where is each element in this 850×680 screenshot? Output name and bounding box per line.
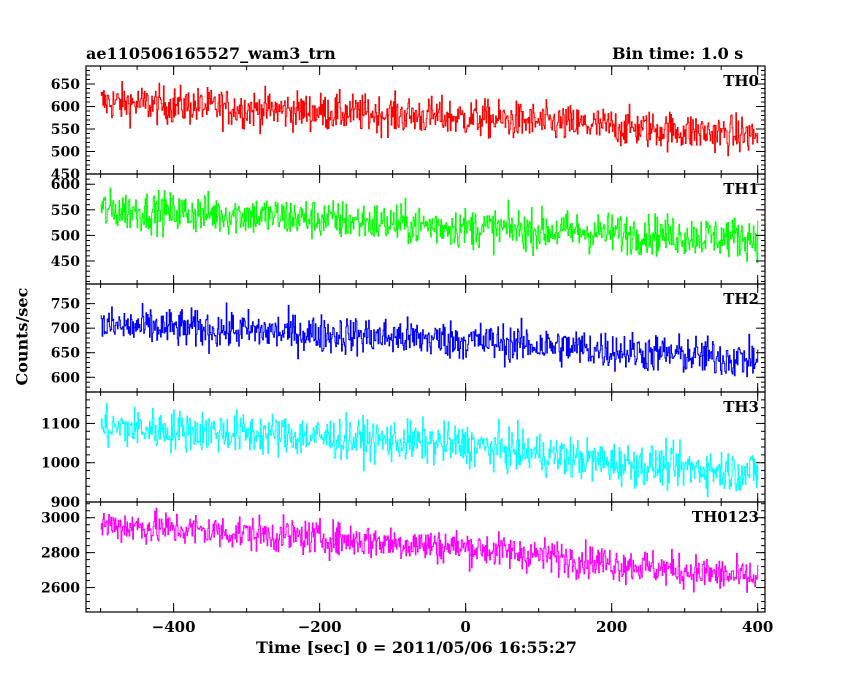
panel-th2-frame xyxy=(85,283,766,393)
x-tick-label: 400 xyxy=(742,618,773,636)
x-axis-label: Time [sec] 0 = 2011/05/06 16:55:27 xyxy=(256,638,577,657)
y-tick-label: 550 xyxy=(51,122,80,138)
panel-th0-frame xyxy=(85,65,766,175)
series-th0123-line xyxy=(100,507,759,593)
y-tick-label: 600 xyxy=(51,177,80,193)
y-tick-label: 1100 xyxy=(41,416,80,432)
panel-name-th1: TH1 xyxy=(723,180,759,198)
y-tick-label: 600 xyxy=(51,370,80,386)
panel-th0123-frame xyxy=(85,501,766,613)
panel-name-th0: TH0 xyxy=(723,72,759,90)
series-th3-line xyxy=(100,402,759,498)
y-tick-label: 2800 xyxy=(41,546,80,562)
y-tick-label: 500 xyxy=(51,145,80,161)
y-tick-label: 1000 xyxy=(41,456,80,472)
y-tick-label: 3000 xyxy=(41,511,80,527)
y-tick-label: 650 xyxy=(51,346,80,362)
x-tick-label: −400 xyxy=(152,618,196,636)
y-tick-label: 600 xyxy=(51,100,80,116)
y-tick-label: 550 xyxy=(51,203,80,219)
panel-name-th0123: TH0123 xyxy=(692,508,759,526)
panel-name-th2: TH2 xyxy=(723,290,759,308)
y-tick-label: 700 xyxy=(51,321,80,337)
x-tick-label: −200 xyxy=(298,618,342,636)
y-tick-label: 450 xyxy=(51,167,80,183)
series-th2-line xyxy=(100,302,759,378)
y-tick-label: 650 xyxy=(51,77,80,93)
series-th1-line xyxy=(100,187,759,263)
panel-name-th3: TH3 xyxy=(723,398,759,416)
x-tick-label: 0 xyxy=(460,618,470,636)
series-th0-line xyxy=(100,81,759,157)
bin-time-label: Bin time: 1.0 s xyxy=(612,44,744,63)
x-tick-label: 200 xyxy=(596,618,627,636)
chart-title: ae110506165527_wam3_trn xyxy=(86,44,336,63)
y-tick-label: 900 xyxy=(51,495,80,511)
y-tick-label: 450 xyxy=(51,254,80,270)
y-tick-label: 500 xyxy=(51,228,80,244)
y-tick-label: 2600 xyxy=(41,581,80,597)
y-axis-label: Counts/sec xyxy=(12,287,32,386)
y-tick-label: 750 xyxy=(51,297,80,313)
